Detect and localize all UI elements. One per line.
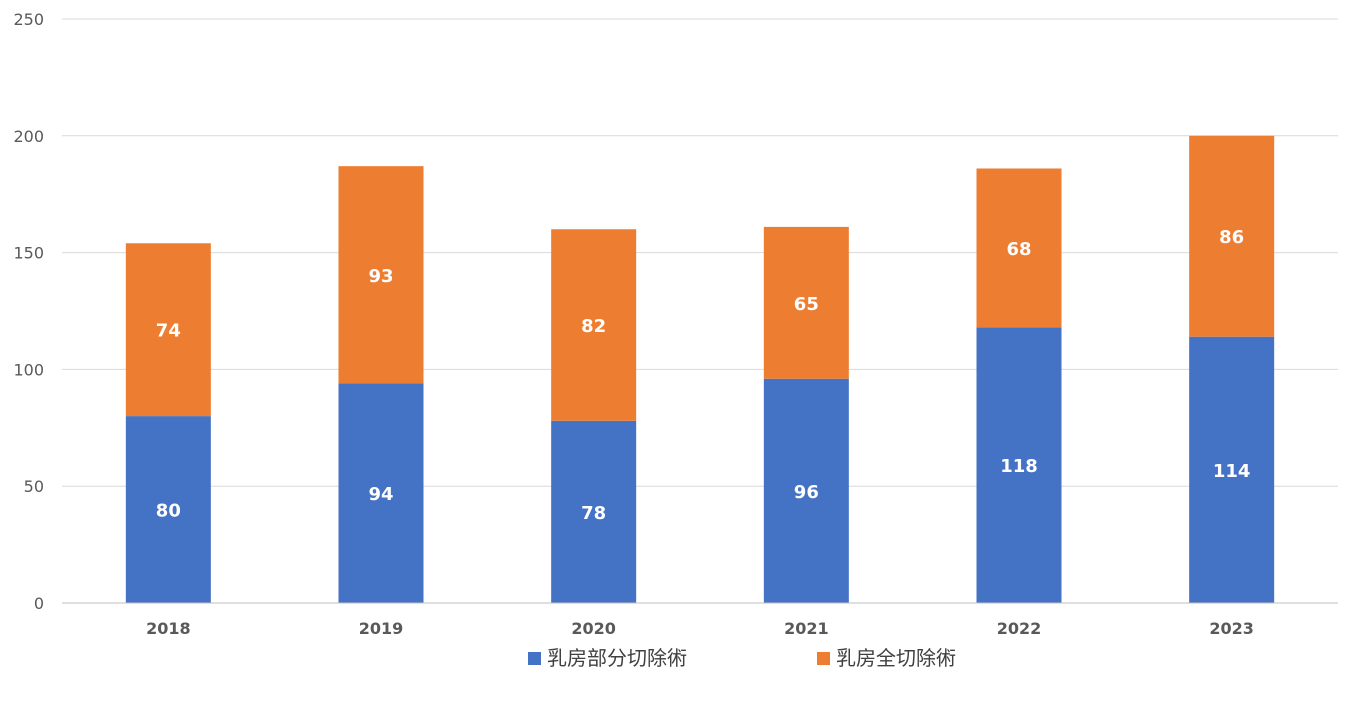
data-label-2022-series-0: 118 — [1000, 456, 1038, 477]
data-label-2018-series-0: 80 — [156, 501, 181, 522]
bar-2022-series-1 — [976, 168, 1062, 328]
data-label-2018-series-1: 74 — [156, 321, 181, 342]
x-tick-label-2020: 2020 — [571, 619, 616, 638]
legend-label-0: 乳房部分切除術 — [547, 646, 687, 670]
bar-2020-series-1 — [551, 229, 637, 421]
y-tick-label-50: 50 — [24, 477, 44, 496]
bar-2019-series-0 — [338, 383, 424, 603]
legend-swatch-1 — [817, 652, 830, 665]
bar-2018-series-0 — [125, 416, 211, 603]
x-tick-label-2019: 2019 — [359, 619, 404, 638]
bar-2023-series-0 — [1189, 336, 1275, 603]
bar-2021-series-0 — [763, 378, 849, 603]
bar-2019-series-1 — [338, 166, 424, 384]
bar-2023-series-1 — [1189, 135, 1275, 337]
data-label-2019-series-1: 93 — [368, 266, 393, 287]
data-label-2019-series-0: 94 — [368, 484, 393, 505]
legend-swatch-0 — [528, 652, 541, 665]
y-tick-label-0: 0 — [34, 594, 44, 613]
data-label-2021-series-1: 65 — [794, 294, 819, 315]
bar-2022-series-0 — [976, 327, 1062, 603]
y-tick-label-200: 200 — [13, 127, 44, 146]
x-tick-label-2023: 2023 — [1209, 619, 1254, 638]
bar-2021-series-1 — [763, 226, 849, 379]
data-label-2021-series-0: 96 — [794, 482, 819, 503]
y-tick-label-100: 100 — [13, 360, 44, 379]
data-label-2023-series-1: 86 — [1219, 227, 1244, 248]
bar-2018-series-1 — [125, 243, 211, 417]
x-tick-label-2021: 2021 — [784, 619, 829, 638]
bar-2020-series-0 — [551, 420, 637, 603]
data-label-2020-series-1: 82 — [581, 316, 606, 337]
legend-label-1: 乳房全切除術 — [836, 646, 956, 670]
x-tick-label-2022: 2022 — [997, 619, 1042, 638]
data-label-2023-series-0: 114 — [1213, 461, 1251, 482]
x-tick-label-2018: 2018 — [146, 619, 191, 638]
y-tick-label-250: 250 — [13, 10, 44, 29]
data-label-2022-series-1: 68 — [1006, 239, 1031, 260]
data-label-2020-series-0: 78 — [581, 503, 606, 524]
y-tick-label-150: 150 — [13, 244, 44, 263]
